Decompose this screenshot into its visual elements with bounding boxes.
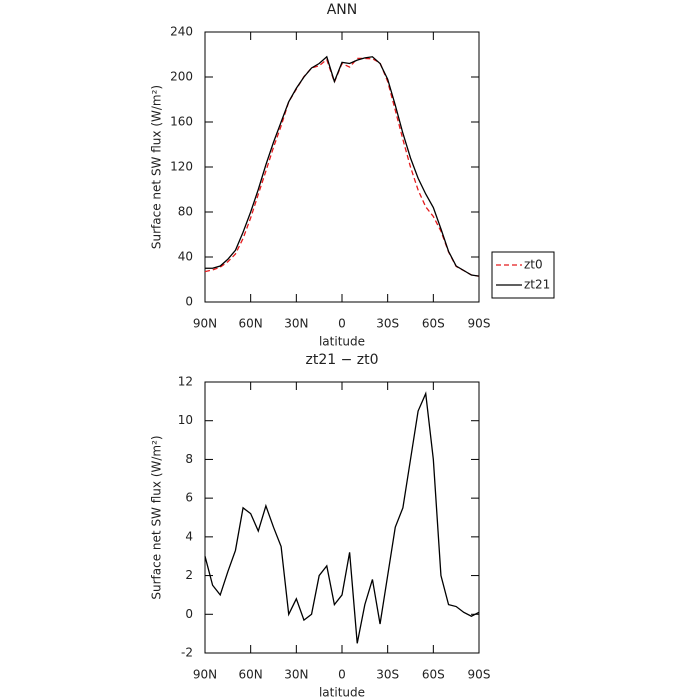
y-tick-label: 2 (185, 568, 193, 582)
y-tick-label: 8 (185, 452, 193, 466)
x-tick-label: 90N (193, 668, 217, 682)
chart-title: ANN (327, 2, 358, 18)
y-tick-label: 160 (170, 115, 193, 129)
y-tick-label: 12 (178, 375, 193, 389)
x-tick-label: 0 (338, 668, 346, 682)
y-axis-label: Surface net SW flux (W/m²) (150, 85, 164, 249)
x-tick-label: 30S (376, 668, 399, 682)
x-tick-label: 60N (239, 317, 263, 331)
legend-label: zt21 (524, 278, 550, 292)
y-tick-label: 240 (170, 25, 193, 39)
x-tick-label: 90S (468, 317, 491, 331)
x-tick-label: 30S (376, 317, 399, 331)
legend-box (491, 251, 555, 299)
x-tick-label: 30N (284, 317, 308, 331)
x-axis-label: latitude (319, 335, 365, 349)
y-tick-label: 0 (185, 295, 193, 309)
chart-title: zt21 − zt0 (305, 352, 378, 368)
x-tick-label: 60S (422, 317, 445, 331)
data-line (205, 55, 480, 277)
data-line (204, 57, 480, 277)
x-tick-label: 30N (284, 668, 308, 682)
y-tick-label: 80 (178, 205, 193, 219)
y-tick-label: 200 (170, 70, 193, 84)
y-axis-label: Surface net SW flux (W/m²) (150, 435, 164, 599)
data-line (204, 391, 480, 644)
x-tick-label: 90N (193, 317, 217, 331)
x-tick-label: 60S (422, 668, 445, 682)
x-tick-label: 60N (239, 668, 263, 682)
y-tick-label: -2 (181, 646, 193, 660)
x-tick-label: 90S (468, 668, 491, 682)
y-tick-label: 6 (185, 491, 193, 505)
legend-label: zt0 (524, 258, 543, 272)
y-tick-label: 120 (170, 160, 193, 174)
x-axis-label: latitude (319, 686, 365, 700)
plot-frame (204, 381, 480, 654)
y-tick-label: 40 (178, 250, 193, 264)
plot-frame (204, 31, 480, 303)
y-tick-label: 10 (178, 413, 193, 427)
x-tick-label: 0 (338, 317, 346, 331)
y-tick-label: 4 (185, 529, 193, 543)
y-tick-label: 0 (185, 607, 193, 621)
